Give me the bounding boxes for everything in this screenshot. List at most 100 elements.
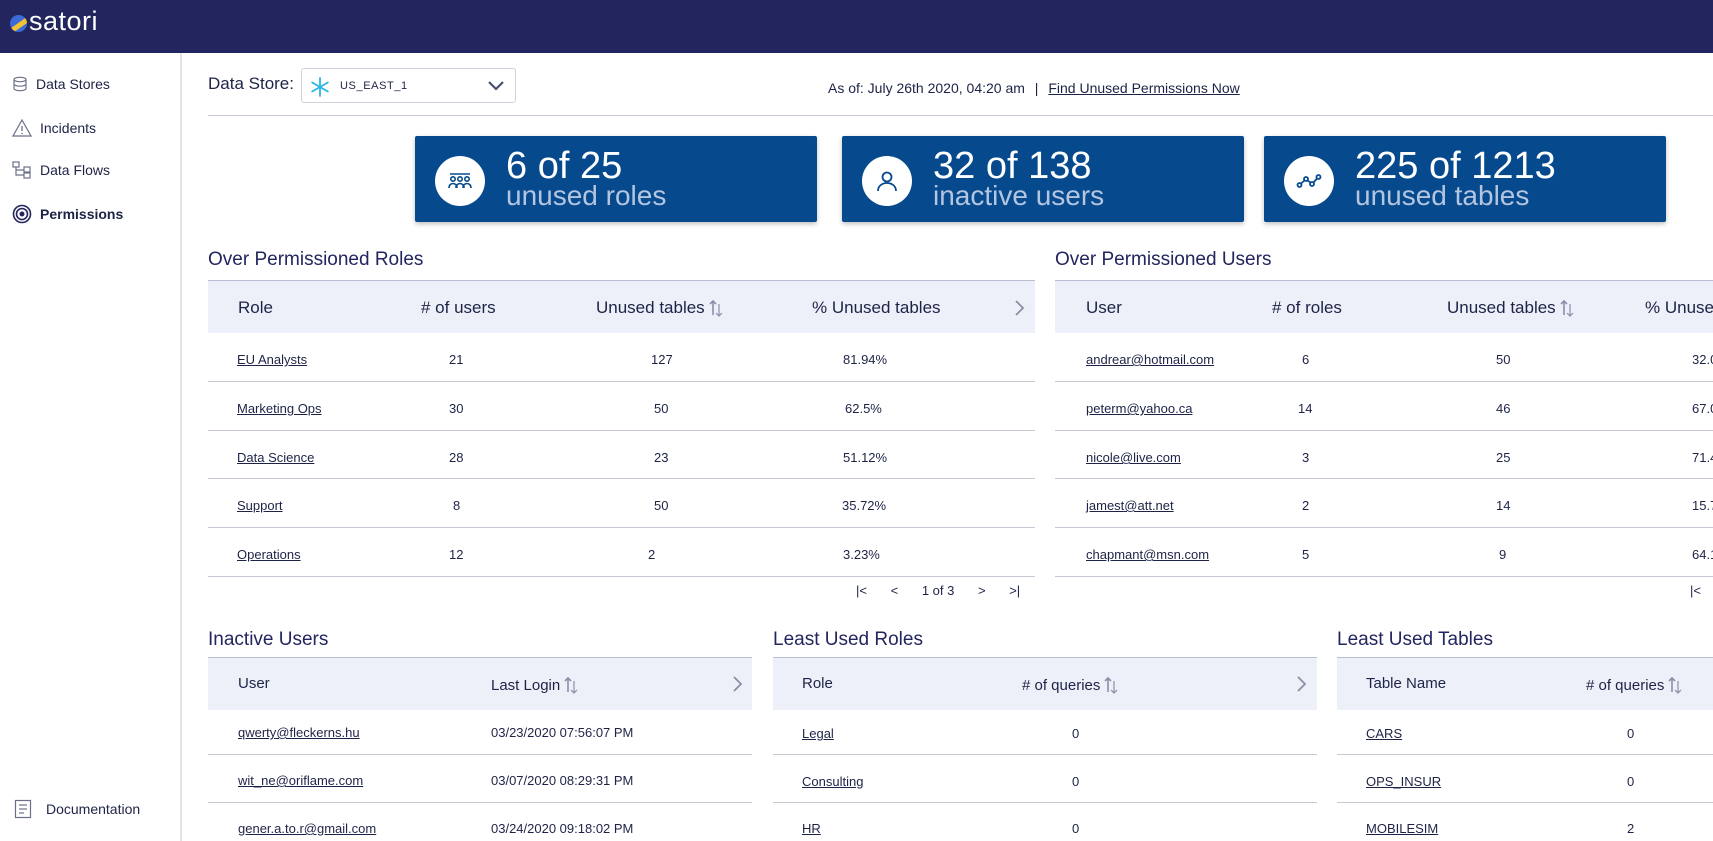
next-page-button[interactable]: >	[977, 583, 986, 598]
user-link[interactable]: jamest@att.net	[1086, 498, 1174, 513]
user-link[interactable]: gener.a.to.r@gmail.com	[238, 821, 377, 836]
role-link[interactable]: Operations	[237, 547, 301, 562]
card-caption: inactive users	[933, 180, 1105, 211]
table-link[interactable]: CARS	[1366, 726, 1403, 741]
role-link[interactable]: HR	[802, 821, 821, 836]
column-header-role[interactable]: Role	[802, 675, 833, 692]
satori-logo[interactable]: satori	[10, 6, 98, 37]
chevron-right-icon[interactable]	[1013, 299, 1025, 317]
column-header-user[interactable]: User	[238, 675, 270, 692]
pct-unused: 81.94%	[843, 352, 888, 367]
least-used-roles-table: Role # of queries Legal 0 Consulting 0 H…	[773, 657, 1317, 841]
table-link[interactable]: OPS_INSUR	[1366, 774, 1442, 789]
user-link[interactable]: nicole@live.com	[1086, 450, 1181, 465]
role-link[interactable]: EU Analysts	[237, 352, 308, 367]
over-permissioned-roles-table: Role # of users Unused tables % Unused t…	[208, 280, 1035, 600]
role-link[interactable]: Marketing Ops	[237, 401, 322, 416]
table-header-row: User Last Login	[208, 657, 752, 710]
over-permissioned-users-table: User # of roles Unused tables % Unused a…	[1055, 280, 1713, 600]
row-divider	[773, 802, 1317, 803]
column-header-user[interactable]: User	[1086, 298, 1122, 317]
column-header-label: Last Login	[491, 676, 561, 694]
roles-pagination: |< < 1 of 3 > >|	[846, 583, 1030, 598]
least-used-tables-table: Table Name # of queries CARS 0 OPS_INSUR…	[1337, 657, 1713, 841]
users-count: 30	[449, 401, 464, 416]
column-header-unused-tables[interactable]: Unused tables	[1447, 298, 1574, 318]
pct-unused: 64.1	[1692, 547, 1713, 562]
chevron-down-icon	[488, 81, 504, 91]
as-of-text: As of: July 26th 2020, 04:20 am	[828, 80, 1025, 96]
sidebar-item-data-flows[interactable]: Data Flows	[12, 161, 110, 179]
unused-roles-card[interactable]: 6 of 25 unused roles	[415, 136, 817, 222]
queries-count: 0	[1072, 774, 1080, 789]
pct-unused: 67.0	[1692, 401, 1713, 416]
sidebar-item-label: Data Stores	[36, 76, 110, 92]
role-link[interactable]: Data Science	[237, 450, 315, 465]
unused-tables-count: 50	[654, 401, 669, 416]
prev-page-button[interactable]: <	[890, 583, 899, 598]
sort-icon	[564, 676, 578, 694]
column-header-unused-tables[interactable]: Unused tables	[596, 298, 723, 318]
user-link[interactable]: peterm@yahoo.ca	[1086, 401, 1193, 416]
document-icon	[14, 799, 32, 819]
row-divider	[1055, 478, 1713, 479]
column-header-roles[interactable]: # of roles	[1272, 298, 1342, 317]
last-login: 03/07/2020 08:29:31 PM	[491, 773, 634, 788]
users-pagination: |<	[1690, 583, 1701, 598]
sidebar-item-data-stores[interactable]: Data Stores	[12, 76, 110, 92]
column-header-label: # of queries	[1022, 676, 1101, 694]
row-divider	[1055, 430, 1713, 431]
table-header-row: Role # of queries	[773, 657, 1317, 710]
role-link[interactable]: Legal	[802, 726, 834, 741]
logo-text: satori	[29, 6, 99, 36]
column-header-last-login[interactable]: Last Login	[491, 675, 578, 695]
column-header-role[interactable]: Role	[238, 298, 273, 317]
column-header-table-name[interactable]: Table Name	[1366, 675, 1447, 692]
user-link[interactable]: qwerty@fleckerns.hu	[238, 725, 360, 740]
inactive-users-card[interactable]: 32 of 138 inactive users	[842, 136, 1244, 222]
first-page-button[interactable]: |<	[856, 583, 867, 598]
user-link[interactable]: andrear@hotmail.com	[1086, 352, 1215, 367]
table-link[interactable]: MOBILESIM	[1366, 821, 1439, 836]
find-unused-permissions-link[interactable]: Find Unused Permissions Now	[1048, 80, 1240, 96]
row-divider	[208, 381, 1035, 382]
roles-count: 5	[1302, 547, 1310, 562]
last-page-button[interactable]: >|	[1009, 583, 1021, 598]
first-page-button[interactable]: |<	[1690, 583, 1701, 598]
user-link[interactable]: wit_ne@oriflame.com	[238, 773, 364, 788]
role-link[interactable]: Support	[237, 498, 283, 513]
sidebar-item-permissions[interactable]: Permissions	[12, 204, 123, 224]
sidebar: Data Stores Incidents Data Flows Permiss…	[0, 53, 182, 841]
role-link[interactable]: Consulting	[802, 774, 864, 789]
database-icon	[13, 76, 27, 92]
unused-tables-count: 9	[1499, 547, 1507, 562]
last-login: 03/23/2020 07:56:07 PM	[491, 725, 634, 740]
column-header-pct-unused[interactable]: % Unused	[1645, 298, 1713, 317]
pct-unused: 35.72%	[842, 498, 887, 513]
unused-tables-card[interactable]: 225 of 1213 unused tables	[1264, 136, 1666, 222]
user-link[interactable]: chapmant@msn.com	[1086, 547, 1210, 562]
chevron-right-icon[interactable]	[1295, 675, 1307, 693]
pct-unused: 51.12%	[843, 450, 888, 465]
column-header-queries[interactable]: # of queries	[1586, 675, 1682, 695]
data-store-select[interactable]: US_EAST_1	[301, 68, 516, 103]
column-header-queries[interactable]: # of queries	[1022, 675, 1118, 695]
column-header-users[interactable]: # of users	[421, 298, 496, 317]
sort-icon	[709, 299, 723, 317]
column-header-pct-unused[interactable]: % Unused tables	[812, 298, 941, 317]
row-divider	[773, 754, 1317, 755]
card-icon-circle	[862, 156, 912, 206]
pct-unused: 15.7	[1692, 498, 1713, 513]
card-caption: unused tables	[1355, 180, 1530, 211]
nodes-icon	[1296, 174, 1322, 188]
sidebar-documentation-link[interactable]: Documentation	[14, 799, 140, 819]
user-icon	[877, 171, 897, 192]
unused-tables-count: 14	[1496, 498, 1511, 513]
row-divider	[1337, 802, 1713, 803]
top-bar: satori	[0, 0, 1713, 53]
over-permissioned-users-title: Over Permissioned Users	[1055, 249, 1272, 270]
chevron-right-icon[interactable]	[731, 675, 743, 693]
table-header-row: User # of roles Unused tables % Unused	[1055, 280, 1713, 333]
sidebar-item-incidents[interactable]: Incidents	[12, 119, 96, 137]
over-permissioned-roles-title: Over Permissioned Roles	[208, 249, 424, 270]
